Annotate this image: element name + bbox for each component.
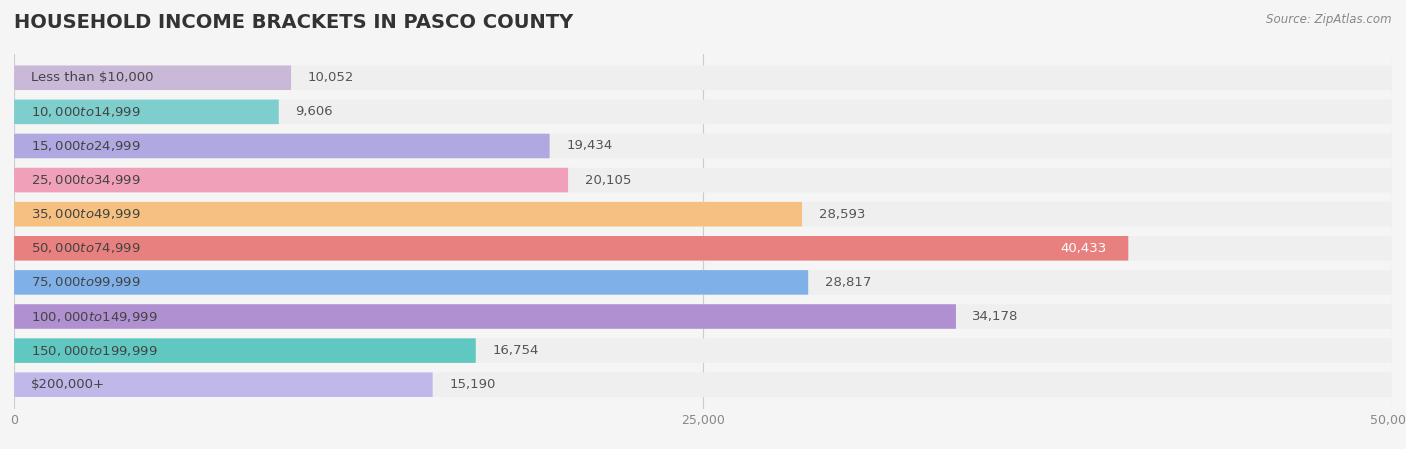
Text: $25,000 to $34,999: $25,000 to $34,999 bbox=[31, 173, 141, 187]
FancyBboxPatch shape bbox=[14, 100, 1392, 124]
FancyBboxPatch shape bbox=[14, 236, 1392, 260]
FancyBboxPatch shape bbox=[14, 66, 1392, 90]
FancyBboxPatch shape bbox=[14, 339, 475, 363]
Text: 28,817: 28,817 bbox=[825, 276, 872, 289]
FancyBboxPatch shape bbox=[14, 168, 568, 192]
FancyBboxPatch shape bbox=[14, 236, 1128, 260]
Text: $75,000 to $99,999: $75,000 to $99,999 bbox=[31, 275, 141, 290]
FancyBboxPatch shape bbox=[14, 202, 801, 226]
Text: 10,052: 10,052 bbox=[308, 71, 354, 84]
Text: 16,754: 16,754 bbox=[492, 344, 538, 357]
Text: $100,000 to $149,999: $100,000 to $149,999 bbox=[31, 309, 157, 323]
Text: HOUSEHOLD INCOME BRACKETS IN PASCO COUNTY: HOUSEHOLD INCOME BRACKETS IN PASCO COUNT… bbox=[14, 13, 574, 32]
Text: $50,000 to $74,999: $50,000 to $74,999 bbox=[31, 241, 141, 255]
Text: $15,000 to $24,999: $15,000 to $24,999 bbox=[31, 139, 141, 153]
FancyBboxPatch shape bbox=[14, 270, 1392, 295]
FancyBboxPatch shape bbox=[14, 339, 1392, 363]
Text: 40,433: 40,433 bbox=[1060, 242, 1107, 255]
Text: 28,593: 28,593 bbox=[818, 208, 865, 220]
Text: $150,000 to $199,999: $150,000 to $199,999 bbox=[31, 343, 157, 357]
Text: $200,000+: $200,000+ bbox=[31, 378, 104, 391]
FancyBboxPatch shape bbox=[14, 134, 1392, 158]
Text: Less than $10,000: Less than $10,000 bbox=[31, 71, 153, 84]
FancyBboxPatch shape bbox=[14, 100, 278, 124]
FancyBboxPatch shape bbox=[14, 372, 1392, 397]
Text: 9,606: 9,606 bbox=[295, 106, 333, 119]
FancyBboxPatch shape bbox=[14, 168, 1392, 192]
FancyBboxPatch shape bbox=[14, 304, 1392, 329]
Text: $35,000 to $49,999: $35,000 to $49,999 bbox=[31, 207, 141, 221]
FancyBboxPatch shape bbox=[14, 304, 956, 329]
Text: 20,105: 20,105 bbox=[585, 174, 631, 187]
FancyBboxPatch shape bbox=[14, 372, 433, 397]
FancyBboxPatch shape bbox=[14, 202, 1392, 226]
Text: 15,190: 15,190 bbox=[449, 378, 495, 391]
FancyBboxPatch shape bbox=[14, 270, 808, 295]
FancyBboxPatch shape bbox=[14, 134, 550, 158]
Text: 34,178: 34,178 bbox=[973, 310, 1019, 323]
FancyBboxPatch shape bbox=[14, 66, 291, 90]
Text: Source: ZipAtlas.com: Source: ZipAtlas.com bbox=[1267, 13, 1392, 26]
Text: $10,000 to $14,999: $10,000 to $14,999 bbox=[31, 105, 141, 119]
Text: 19,434: 19,434 bbox=[567, 140, 613, 153]
